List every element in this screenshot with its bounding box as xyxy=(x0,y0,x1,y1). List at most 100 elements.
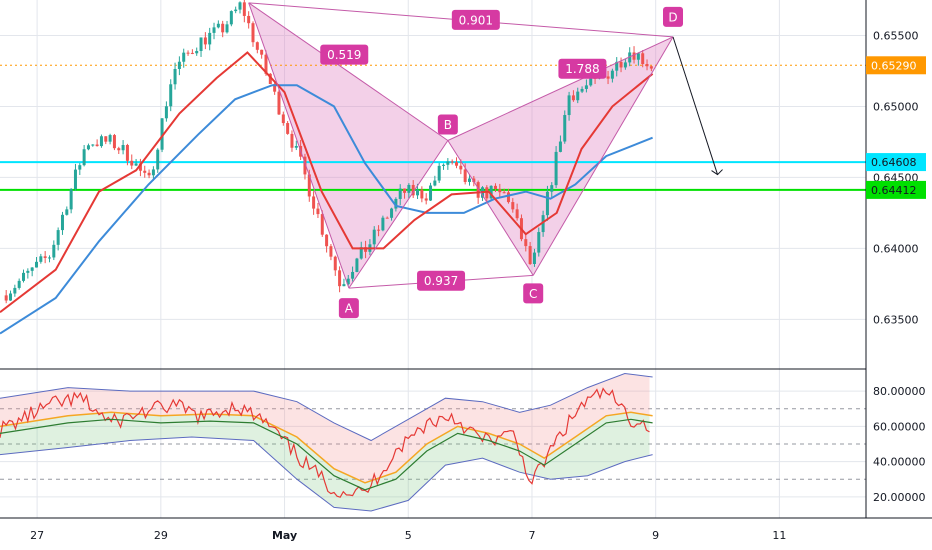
candles[interactable] xyxy=(4,0,653,304)
candle-body[interactable] xyxy=(307,174,311,197)
y-axis[interactable]: 0.655000.650000.645000.640000.6350080.00… xyxy=(866,29,926,504)
candle-body[interactable] xyxy=(550,185,554,192)
candle-body[interactable] xyxy=(312,196,316,209)
candle-body[interactable] xyxy=(251,23,255,43)
leg-cd[interactable] xyxy=(532,36,674,276)
candle-body[interactable] xyxy=(190,52,194,54)
candle-body[interactable] xyxy=(584,85,588,89)
candle-body[interactable] xyxy=(260,49,264,55)
candle-body[interactable] xyxy=(22,272,26,281)
candle-body[interactable] xyxy=(359,247,363,259)
candle-body[interactable] xyxy=(9,293,13,301)
candle-body[interactable] xyxy=(567,95,571,116)
candle-body[interactable] xyxy=(563,115,567,142)
candle-body[interactable] xyxy=(528,246,532,264)
candle-body[interactable] xyxy=(255,42,259,50)
candle-body[interactable] xyxy=(316,208,320,215)
candle-body[interactable] xyxy=(39,256,43,262)
candle-body[interactable] xyxy=(112,135,116,149)
band-lower-line[interactable] xyxy=(0,436,653,512)
candle-body[interactable] xyxy=(203,37,207,45)
candle-body[interactable] xyxy=(377,229,381,231)
candle-body[interactable] xyxy=(17,280,21,288)
candle-body[interactable] xyxy=(437,165,441,181)
candle-body[interactable] xyxy=(532,252,536,264)
candle-body[interactable] xyxy=(342,284,346,287)
candle-body[interactable] xyxy=(30,267,34,271)
candle-body[interactable] xyxy=(195,50,199,54)
candle-body[interactable] xyxy=(26,270,30,273)
candle-body[interactable] xyxy=(138,163,142,171)
candle-body[interactable] xyxy=(498,189,502,193)
projection-arrow[interactable] xyxy=(672,36,719,175)
candle-body[interactable] xyxy=(338,270,342,287)
candle-body[interactable] xyxy=(628,52,632,63)
candle-body[interactable] xyxy=(463,169,467,182)
candle-body[interactable] xyxy=(511,202,515,210)
candle-body[interactable] xyxy=(229,11,233,25)
candle-body[interactable] xyxy=(325,234,329,247)
candle-body[interactable] xyxy=(467,178,471,182)
candle-body[interactable] xyxy=(78,165,82,170)
candle-body[interactable] xyxy=(208,32,212,45)
ratio-badge[interactable] xyxy=(417,270,466,291)
candle-body[interactable] xyxy=(99,136,103,147)
candle-body[interactable] xyxy=(554,151,558,186)
candle-body[interactable] xyxy=(177,61,181,70)
ema-slow-line[interactable] xyxy=(0,84,653,335)
candle-body[interactable] xyxy=(117,148,121,151)
x-axis[interactable]: 27 29 May 5 7 9 11 xyxy=(30,529,786,542)
candle-body[interactable] xyxy=(65,209,69,215)
candle-body[interactable] xyxy=(541,215,545,233)
candle-body[interactable] xyxy=(86,145,90,150)
candle-body[interactable] xyxy=(164,106,168,119)
point-badge-c[interactable] xyxy=(523,283,544,304)
candle-body[interactable] xyxy=(130,160,134,166)
candle-body[interactable] xyxy=(69,189,73,210)
candle-body[interactable] xyxy=(34,261,38,268)
candle-body[interactable] xyxy=(147,172,151,176)
candle-body[interactable] xyxy=(632,52,636,60)
candle-body[interactable] xyxy=(247,15,251,24)
candle-body[interactable] xyxy=(199,37,203,51)
candle-body[interactable] xyxy=(160,118,164,150)
candle-body[interactable] xyxy=(606,76,610,79)
candle-body[interactable] xyxy=(420,189,424,199)
candle-body[interactable] xyxy=(169,84,173,107)
candle-body[interactable] xyxy=(545,191,549,216)
candle-body[interactable] xyxy=(277,91,281,115)
leg-ab[interactable] xyxy=(348,140,449,289)
candle-body[interactable] xyxy=(173,69,177,85)
candle-body[interactable] xyxy=(268,73,272,85)
leg-xa[interactable] xyxy=(248,2,350,289)
candle-body[interactable] xyxy=(489,185,493,199)
candle-body[interactable] xyxy=(433,180,437,186)
candle-body[interactable] xyxy=(346,278,350,285)
candle-body[interactable] xyxy=(43,256,47,258)
point-badge-b[interactable] xyxy=(437,114,458,135)
candle-body[interactable] xyxy=(4,295,8,301)
band-upper-line[interactable] xyxy=(0,372,653,442)
candle-body[interactable] xyxy=(394,198,398,209)
candle-body[interactable] xyxy=(459,165,463,170)
candle-body[interactable] xyxy=(121,145,125,151)
candle-body[interactable] xyxy=(355,258,359,272)
candle-body[interactable] xyxy=(320,214,324,235)
candle-body[interactable] xyxy=(493,185,497,190)
candle-body[interactable] xyxy=(290,133,294,148)
candle-body[interactable] xyxy=(381,217,385,231)
candle-body[interactable] xyxy=(610,70,614,79)
candle-body[interactable] xyxy=(407,184,411,193)
candle-body[interactable] xyxy=(134,163,138,166)
leg-xb[interactable] xyxy=(248,2,449,141)
level-badge[interactable] xyxy=(866,180,926,199)
candle-body[interactable] xyxy=(416,189,420,196)
candle-body[interactable] xyxy=(264,54,268,74)
candle-body[interactable] xyxy=(476,182,480,198)
ema-fast-line[interactable] xyxy=(0,51,654,313)
candle-body[interactable] xyxy=(13,287,17,294)
leg-bc[interactable] xyxy=(447,140,534,276)
candle-body[interactable] xyxy=(649,66,653,69)
candle-body[interactable] xyxy=(60,214,64,231)
